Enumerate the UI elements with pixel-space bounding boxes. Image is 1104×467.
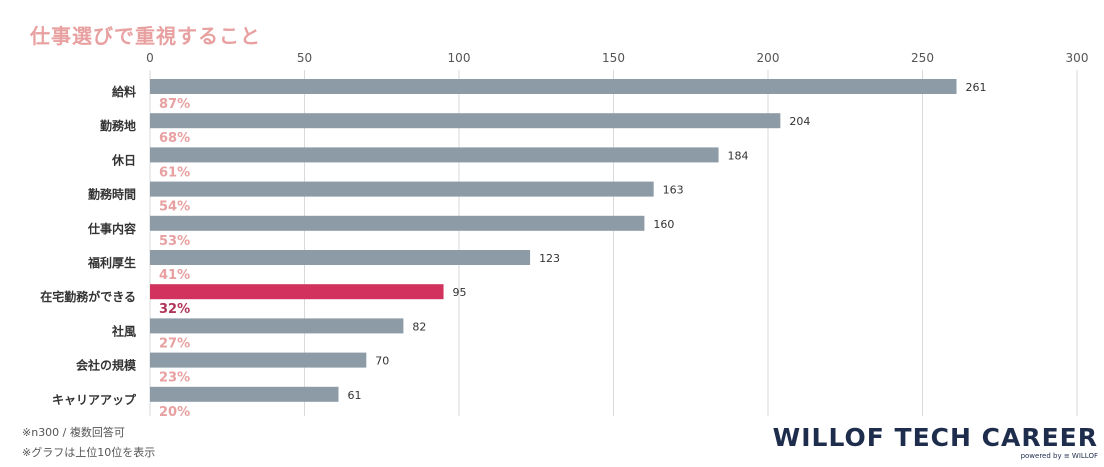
- bar-chart: 0 50 100 150 200 250 300 261 給料 87% 204 勤務地 68% 184 休日…: [40, 51, 1089, 420]
- percent-label: 54%: [159, 200, 190, 215]
- value-label: 61: [347, 389, 361, 402]
- sample-note: ※n300 / 複数回答可: [22, 426, 125, 439]
- bar: [150, 113, 781, 129]
- bar: [150, 352, 367, 368]
- x-tick-label: 100: [448, 51, 471, 65]
- category-label: 給料: [112, 84, 136, 99]
- value-label: 204: [789, 115, 810, 128]
- bar: [150, 318, 404, 334]
- brand-sub: powered by ≡ WILLOF: [1020, 452, 1098, 460]
- percent-label: 68%: [159, 131, 190, 146]
- percent-label: 20%: [159, 405, 190, 420]
- bar: [150, 386, 339, 402]
- value-label: 82: [412, 320, 426, 333]
- category-label: 会社の規模: [76, 358, 137, 373]
- bar: [150, 79, 957, 94]
- category-label: 休日: [111, 152, 136, 167]
- value-label: 123: [539, 252, 560, 265]
- category-label: 社風: [111, 323, 136, 338]
- x-tick-label: 0: [146, 51, 154, 65]
- page-title: 仕事選びで重視すること: [30, 24, 261, 48]
- percent-label: 61%: [159, 165, 190, 180]
- bar: [150, 284, 444, 300]
- percent-label: 27%: [159, 336, 190, 351]
- brand-name: WILLOF TECH CAREER: [772, 423, 1098, 452]
- bar: [150, 147, 719, 163]
- percent-label: 23%: [159, 371, 190, 386]
- value-label: 184: [728, 149, 749, 162]
- bar: [150, 250, 531, 265]
- percent-label: 87%: [159, 97, 190, 112]
- value-label: 95: [453, 286, 467, 299]
- x-tick-label: 150: [602, 51, 625, 65]
- x-tick-label: 300: [1066, 51, 1089, 65]
- x-tick-label: 250: [911, 51, 934, 65]
- category-label: 勤務時間: [88, 187, 136, 202]
- value-label: 70: [375, 355, 389, 368]
- category-label: キャリアアップ: [52, 392, 137, 407]
- value-label: 160: [653, 218, 674, 231]
- percent-label: 53%: [159, 234, 190, 249]
- percent-label: 32%: [159, 302, 190, 317]
- bar: [150, 215, 645, 231]
- category-label: 福利厚生: [87, 255, 136, 270]
- bar: [150, 181, 654, 197]
- x-tick-label: 50: [297, 51, 312, 65]
- percent-label: 41%: [159, 268, 190, 283]
- category-label: 在宅勤務ができる: [40, 289, 136, 304]
- category-label: 勤務地: [100, 118, 136, 133]
- value-label: 163: [663, 184, 684, 197]
- brand-logo: WILLOF TECH CAREER powered by ≡ WILLOF: [773, 424, 1098, 461]
- value-label: 261: [965, 81, 986, 94]
- category-label: 仕事内容: [87, 221, 136, 236]
- x-tick-label: 200: [757, 51, 780, 65]
- display-note: ※グラフは上位10位を表示: [22, 446, 156, 459]
